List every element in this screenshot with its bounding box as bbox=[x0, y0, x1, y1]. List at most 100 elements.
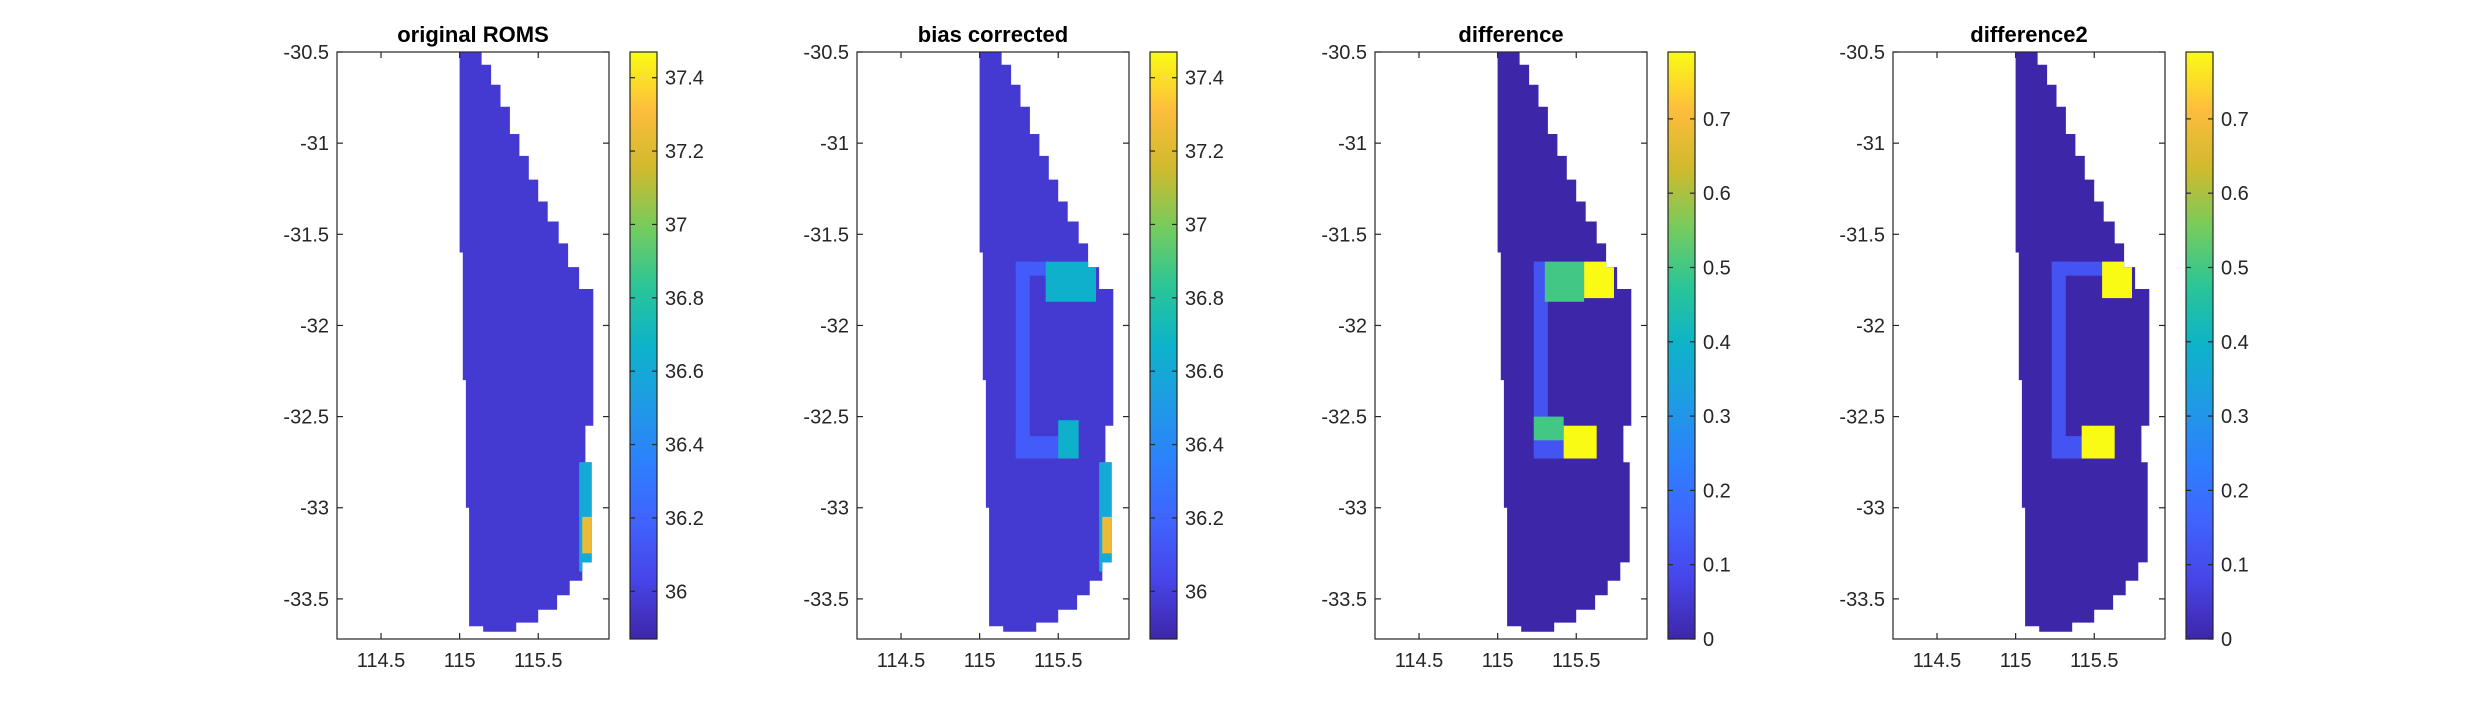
field-region-2 bbox=[1584, 261, 1614, 299]
colorbar bbox=[1149, 51, 1178, 640]
y-tick-label: -32.5 bbox=[1839, 407, 1885, 429]
colorbar-tick-label: 0.7 bbox=[1703, 109, 1731, 131]
y-tick-label: -31.5 bbox=[1321, 224, 1367, 246]
field-region-ring-bottom bbox=[1015, 436, 1060, 459]
x-tick-label: 114.5 bbox=[1395, 650, 1444, 672]
colorbar-tick-label: 36 bbox=[665, 581, 687, 603]
y-tick-label: -32.5 bbox=[283, 407, 329, 429]
y-tick-label: -31 bbox=[1856, 133, 1885, 155]
field-regions bbox=[2051, 261, 2132, 459]
y-tick-label: -33 bbox=[1338, 498, 1367, 520]
field-region-1 bbox=[1045, 261, 1096, 302]
field-regions bbox=[1015, 261, 1112, 572]
colorbar-tick-label: 0.3 bbox=[2221, 406, 2249, 428]
field-region-1 bbox=[582, 516, 592, 554]
field-regions bbox=[579, 462, 592, 572]
y-tick-label: -33.5 bbox=[1321, 589, 1367, 611]
colorbar-tick-label: 0.7 bbox=[2221, 109, 2249, 131]
field-region-1 bbox=[2102, 261, 2132, 299]
x-tick-label: 115 bbox=[964, 650, 996, 672]
field-regions bbox=[1533, 261, 1614, 459]
panel-1: -30.5 -31 -31.5 -32 -32.5 -33 -33.5 114.5 115 115… bbox=[283, 22, 704, 672]
colorbar-tick-label: 36.4 bbox=[665, 435, 704, 457]
x-tick-label: 114.5 bbox=[877, 650, 926, 672]
y-tick-label: -32 bbox=[300, 315, 329, 337]
colorbar-tick-label: 36.2 bbox=[665, 508, 704, 530]
x-tick-label: 115.5 bbox=[2070, 650, 2119, 672]
colorbar-tick-label: 0.6 bbox=[1703, 183, 1731, 205]
colorbar-tick-label: 0.2 bbox=[1703, 480, 1731, 502]
y-tick-label: -31 bbox=[1338, 133, 1367, 155]
field-region-1 bbox=[1544, 261, 1585, 302]
axes-box bbox=[856, 51, 1130, 640]
field-region-2 bbox=[2081, 425, 2115, 459]
y-tick-label: -33.5 bbox=[1839, 589, 1885, 611]
panel-2: -30.5 -31 -31.5 -32 -32.5 -33 -33.5 114.5 115 115… bbox=[803, 22, 1224, 672]
colorbar-tick-label: 37.2 bbox=[1185, 141, 1224, 163]
x-tick-label: 114.5 bbox=[1913, 650, 1962, 672]
field-region-ring-left bbox=[1533, 261, 1548, 459]
y-tick-label: -33.5 bbox=[803, 589, 849, 611]
field-region-3 bbox=[1533, 416, 1564, 441]
axes-box bbox=[1892, 51, 2166, 640]
colorbar-tick-label: 37 bbox=[1185, 214, 1207, 236]
y-tick-label: -31.5 bbox=[283, 224, 329, 246]
y-tick-label: -30.5 bbox=[803, 42, 849, 64]
field-region-4 bbox=[1102, 516, 1112, 554]
field-region-2 bbox=[1058, 420, 1079, 459]
y-tick-label: -32 bbox=[1856, 315, 1885, 337]
field-region-ring-left bbox=[2051, 261, 2066, 459]
colorbar-tick-label: 0.1 bbox=[2221, 555, 2249, 577]
y-tick-label: -30.5 bbox=[1321, 42, 1367, 64]
colorbar-tick-label: 36.6 bbox=[665, 361, 704, 383]
y-tick-label: -31.5 bbox=[803, 224, 849, 246]
y-tick-label: -30.5 bbox=[283, 42, 329, 64]
colorbar-tick-label: 0.4 bbox=[2221, 332, 2249, 354]
colorbar-tick-label: 0.5 bbox=[1703, 257, 1731, 279]
panel-3: -30.5 -31 -31.5 -32 -32.5 -33 -33.5 114.5 115 115… bbox=[1321, 22, 1730, 672]
y-tick-label: -33.5 bbox=[283, 589, 329, 611]
field-background bbox=[1497, 52, 1632, 632]
colorbar-tick-label: 0.1 bbox=[1703, 555, 1731, 577]
colorbar-tick-label: 0 bbox=[1703, 629, 1714, 651]
y-tick-label: -33 bbox=[1856, 498, 1885, 520]
x-tick-label: 115 bbox=[2000, 650, 2032, 672]
colorbar bbox=[1667, 51, 1696, 640]
y-tick-label: -31 bbox=[820, 133, 849, 155]
field-background bbox=[979, 52, 1114, 632]
panel-title: bias corrected bbox=[918, 22, 1068, 47]
field-background bbox=[2015, 52, 2150, 632]
y-tick-label: -33 bbox=[820, 498, 849, 520]
panel-title: difference2 bbox=[1970, 22, 2087, 47]
y-tick-label: -32.5 bbox=[1321, 407, 1367, 429]
field-region-4 bbox=[1563, 425, 1597, 459]
x-tick-label: 115.5 bbox=[514, 650, 563, 672]
x-tick-label: 115.5 bbox=[1552, 650, 1601, 672]
colorbar-tick-label: 36 bbox=[1185, 581, 1207, 603]
y-tick-label: -32.5 bbox=[803, 407, 849, 429]
y-tick-label: -32 bbox=[1338, 315, 1367, 337]
panel-title: original ROMS bbox=[397, 22, 549, 47]
y-tick-label: -31.5 bbox=[1839, 224, 1885, 246]
colorbar-tick-label: 0.5 bbox=[2221, 257, 2249, 279]
colorbar bbox=[629, 51, 658, 640]
colorbar-tick-label: 0 bbox=[2221, 629, 2232, 651]
colorbar-tick-label: 0.3 bbox=[1703, 406, 1731, 428]
colorbar-tick-label: 36.6 bbox=[1185, 361, 1224, 383]
colorbar-tick-label: 37.2 bbox=[665, 141, 704, 163]
x-tick-label: 114.5 bbox=[357, 650, 406, 672]
panel-4: -30.5 -31 -31.5 -32 -32.5 -33 -33.5 114.5 115 115… bbox=[1839, 22, 2248, 672]
colorbar-tick-label: 37.4 bbox=[1185, 68, 1224, 90]
y-tick-label: -30.5 bbox=[1839, 42, 1885, 64]
colorbar-tick-label: 36.8 bbox=[665, 288, 704, 310]
axes-box bbox=[336, 51, 610, 640]
panel-title: difference bbox=[1458, 22, 1563, 47]
colorbar-tick-label: 0.6 bbox=[2221, 183, 2249, 205]
y-tick-label: -33 bbox=[300, 498, 329, 520]
colorbar-tick-label: 36.2 bbox=[1185, 508, 1224, 530]
colorbar-tick-label: 37.4 bbox=[665, 68, 704, 90]
y-tick-label: -32 bbox=[820, 315, 849, 337]
x-tick-label: 115 bbox=[444, 650, 476, 672]
y-tick-label: -31 bbox=[300, 133, 329, 155]
